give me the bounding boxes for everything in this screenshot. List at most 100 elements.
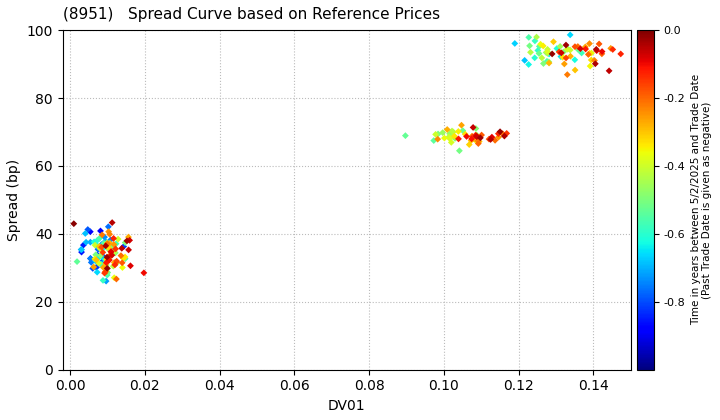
Point [100, 278, 112, 284]
Point [91, 237, 103, 244]
Point [564, 53, 576, 60]
Point [96, 241, 107, 248]
Point [472, 138, 484, 144]
Point [546, 50, 558, 57]
Point [509, 40, 521, 47]
Point [461, 133, 472, 140]
Point [449, 133, 460, 139]
Point [109, 274, 120, 281]
Point [99, 238, 111, 244]
Point [97, 277, 109, 284]
Point [106, 252, 117, 259]
Point [86, 259, 97, 266]
Point [471, 131, 482, 138]
Point [605, 45, 616, 52]
Point [584, 40, 595, 47]
Point [94, 260, 106, 267]
Point [593, 41, 605, 47]
Point [121, 237, 132, 244]
Point [96, 231, 108, 238]
Point [93, 260, 104, 267]
Point [93, 244, 104, 250]
Point [109, 262, 121, 268]
Point [471, 133, 482, 140]
Point [117, 260, 128, 266]
Point [94, 243, 105, 250]
Point [109, 259, 120, 266]
Point [101, 256, 112, 263]
Point [589, 57, 600, 64]
Point [102, 265, 113, 272]
Point [560, 42, 572, 48]
Point [103, 253, 114, 260]
Point [555, 53, 567, 60]
Point [98, 261, 109, 268]
Point [76, 246, 87, 253]
Point [104, 257, 115, 263]
Point [91, 264, 102, 271]
Point [492, 130, 504, 137]
Point [459, 131, 471, 137]
Point [99, 270, 110, 276]
Point [87, 265, 99, 272]
Point [438, 135, 450, 142]
Point [430, 131, 441, 138]
Point [472, 133, 483, 140]
Point [102, 245, 114, 252]
Point [102, 272, 113, 278]
Point [559, 60, 570, 67]
Point [104, 252, 116, 259]
Point [102, 265, 113, 272]
Point [104, 231, 115, 238]
Point [437, 129, 449, 136]
Point [118, 243, 130, 250]
Point [448, 129, 459, 135]
Point [96, 261, 107, 268]
Point [556, 50, 567, 56]
Point [485, 136, 496, 143]
Point [100, 260, 112, 267]
Point [531, 34, 542, 40]
Point [474, 138, 485, 145]
Point [71, 258, 83, 265]
Point [532, 47, 544, 54]
Point [94, 254, 105, 260]
Point [79, 230, 91, 237]
Point [471, 138, 482, 144]
Point [101, 259, 112, 266]
Point [100, 262, 112, 269]
Point [89, 239, 100, 245]
Point [94, 245, 106, 252]
Point [562, 46, 573, 52]
Point [100, 268, 112, 275]
Point [541, 46, 553, 52]
Text: (8951)   Spread Curve based on Reference Prices: (8951) Spread Curve based on Reference P… [63, 7, 440, 22]
Point [469, 132, 481, 139]
Point [120, 254, 131, 260]
Point [81, 239, 92, 246]
Point [110, 260, 122, 267]
Point [115, 252, 127, 259]
Point [82, 226, 94, 233]
Point [464, 141, 475, 148]
Point [110, 240, 122, 247]
Point [562, 45, 574, 52]
Point [467, 124, 479, 131]
Point [590, 60, 601, 67]
Point [102, 240, 113, 247]
Point [558, 49, 570, 55]
Point [96, 246, 107, 253]
Point [96, 244, 107, 251]
Point [524, 42, 536, 49]
Point [91, 242, 102, 249]
Point [117, 264, 128, 271]
Point [486, 134, 498, 141]
Point [544, 60, 555, 66]
Point [449, 135, 461, 142]
Point [590, 46, 602, 52]
Point [102, 223, 114, 230]
Point [108, 243, 120, 250]
Point [564, 47, 576, 53]
Point [102, 254, 113, 260]
Point [105, 248, 117, 255]
